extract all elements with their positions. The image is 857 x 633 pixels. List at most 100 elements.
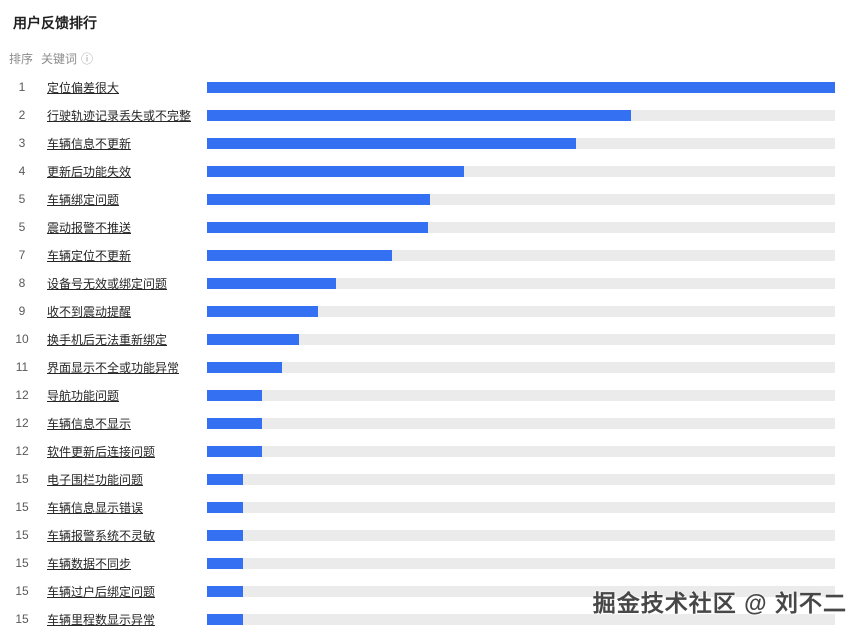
bar-fill	[207, 137, 577, 149]
rank-number: 4	[18, 164, 26, 178]
rank-column-label: 排序	[9, 52, 34, 66]
bar-fill	[207, 193, 430, 205]
keyword-link[interactable]: 换手机后无法重新绑定	[47, 332, 168, 347]
bar-track	[207, 109, 835, 121]
rank-number: 2	[18, 108, 26, 122]
rank-number: 15	[15, 584, 29, 598]
table-row: 15 电子围栏功能问题	[0, 465, 857, 493]
table-row: 1 定位偏差很大	[0, 73, 857, 101]
keyword-link[interactable]: 设备号无效或绑定问题	[47, 276, 168, 291]
bar-track	[207, 501, 835, 513]
ranking-list: 1 定位偏差很大 2 行驶轨迹记录丢失或不完整 3 车辆信息不更新 4 更新后功…	[0, 73, 857, 633]
rank-number: 12	[15, 416, 29, 430]
rank-number: 3	[18, 136, 26, 150]
bar-fill	[207, 81, 835, 93]
rank-number: 12	[15, 444, 29, 458]
keyword-link[interactable]: 车辆过户后绑定问题	[47, 584, 156, 599]
table-row: 4 更新后功能失效	[0, 157, 857, 185]
keyword-link[interactable]: 车辆里程数显示异常	[47, 612, 156, 627]
table-row: 9 收不到震动提醒	[0, 297, 857, 325]
table-row: 5 车辆绑定问题	[0, 185, 857, 213]
rank-number: 15	[15, 612, 29, 626]
bar-fill	[207, 417, 263, 429]
bar-fill	[207, 389, 263, 401]
bar-track	[207, 389, 835, 401]
keyword-link[interactable]: 更新后功能失效	[47, 164, 132, 179]
bar-track	[207, 361, 835, 373]
bar-fill	[207, 501, 243, 513]
keyword-link[interactable]: 车辆信息不更新	[47, 136, 132, 151]
rank-number: 10	[15, 332, 29, 346]
keyword-link[interactable]: 车辆信息显示错误	[47, 500, 144, 515]
table-row: 2 行驶轨迹记录丢失或不完整	[0, 101, 857, 129]
table-row: 12 软件更新后连接问题	[0, 437, 857, 465]
bar-track	[207, 137, 835, 149]
bar-track	[207, 221, 835, 233]
rank-number: 11	[15, 360, 29, 374]
bar-track	[207, 473, 835, 485]
table-row: 11 界面显示不全或功能异常	[0, 353, 857, 381]
bar-fill	[207, 277, 336, 289]
rank-number: 9	[18, 304, 26, 318]
table-row: 15 车辆信息显示错误	[0, 493, 857, 521]
bar-track	[207, 417, 835, 429]
keyword-link[interactable]: 行驶轨迹记录丢失或不完整	[47, 108, 192, 123]
bar-fill	[207, 473, 243, 485]
bar-track	[207, 613, 835, 625]
bar-fill	[207, 613, 243, 625]
rank-number: 15	[15, 528, 29, 542]
rank-number: 1	[18, 80, 26, 94]
bar-track	[207, 333, 835, 345]
rank-number: 5	[18, 220, 26, 234]
bar-track	[207, 277, 835, 289]
bar-fill	[207, 249, 393, 261]
info-icon[interactable]: ⓘ	[81, 51, 94, 66]
keyword-link[interactable]: 定位偏差很大	[47, 80, 120, 95]
bar-fill	[207, 557, 243, 569]
keyword-link[interactable]: 车辆绑定问题	[47, 192, 120, 207]
bar-fill	[207, 109, 631, 121]
bar-fill	[207, 305, 318, 317]
table-row: 12 车辆信息不显示	[0, 409, 857, 437]
table-row: 15 车辆报警系统不灵敏	[0, 521, 857, 549]
keyword-link[interactable]: 震动报警不推送	[47, 220, 132, 235]
table-row: 15 车辆过户后绑定问题	[0, 577, 857, 605]
keyword-link[interactable]: 收不到震动提醒	[47, 304, 132, 319]
table-row: 7 车辆定位不更新	[0, 241, 857, 269]
keyword-link[interactable]: 车辆报警系统不灵敏	[47, 528, 156, 543]
keyword-link[interactable]: 导航功能问题	[47, 388, 120, 403]
rank-number: 8	[18, 276, 26, 290]
table-row: 12 导航功能问题	[0, 381, 857, 409]
rank-number: 15	[15, 500, 29, 514]
column-header: 排序 关键词 ⓘ	[0, 33, 857, 71]
keyword-link[interactable]: 车辆数据不同步	[47, 556, 132, 571]
keyword-link[interactable]: 车辆信息不显示	[47, 416, 132, 431]
table-row: 10 换手机后无法重新绑定	[0, 325, 857, 353]
keyword-link[interactable]: 车辆定位不更新	[47, 248, 132, 263]
table-row: 5 震动报警不推送	[0, 213, 857, 241]
table-row: 15 车辆数据不同步	[0, 549, 857, 577]
bar-fill	[207, 165, 465, 177]
bar-track	[207, 193, 835, 205]
bar-track	[207, 585, 835, 597]
bar-track	[207, 249, 835, 261]
rank-number: 7	[18, 248, 26, 262]
bar-fill	[207, 361, 282, 373]
keyword-link[interactable]: 电子围栏功能问题	[47, 472, 144, 487]
rank-number: 12	[15, 388, 29, 402]
bar-fill	[207, 445, 263, 457]
bar-fill	[207, 333, 299, 345]
rank-number: 15	[15, 472, 29, 486]
bar-track	[207, 81, 835, 93]
page-title: 用户反馈排行	[13, 15, 97, 31]
keyword-link[interactable]: 界面显示不全或功能异常	[47, 360, 180, 375]
bar-track	[207, 305, 835, 317]
bar-fill	[207, 585, 243, 597]
bar-track	[207, 557, 835, 569]
keyword-column-label: 关键词	[41, 52, 78, 66]
table-row: 3 车辆信息不更新	[0, 129, 857, 157]
bar-fill	[207, 221, 429, 233]
rank-number: 15	[15, 556, 29, 570]
keyword-link[interactable]: 软件更新后连接问题	[47, 444, 156, 459]
rank-number: 5	[18, 192, 26, 206]
